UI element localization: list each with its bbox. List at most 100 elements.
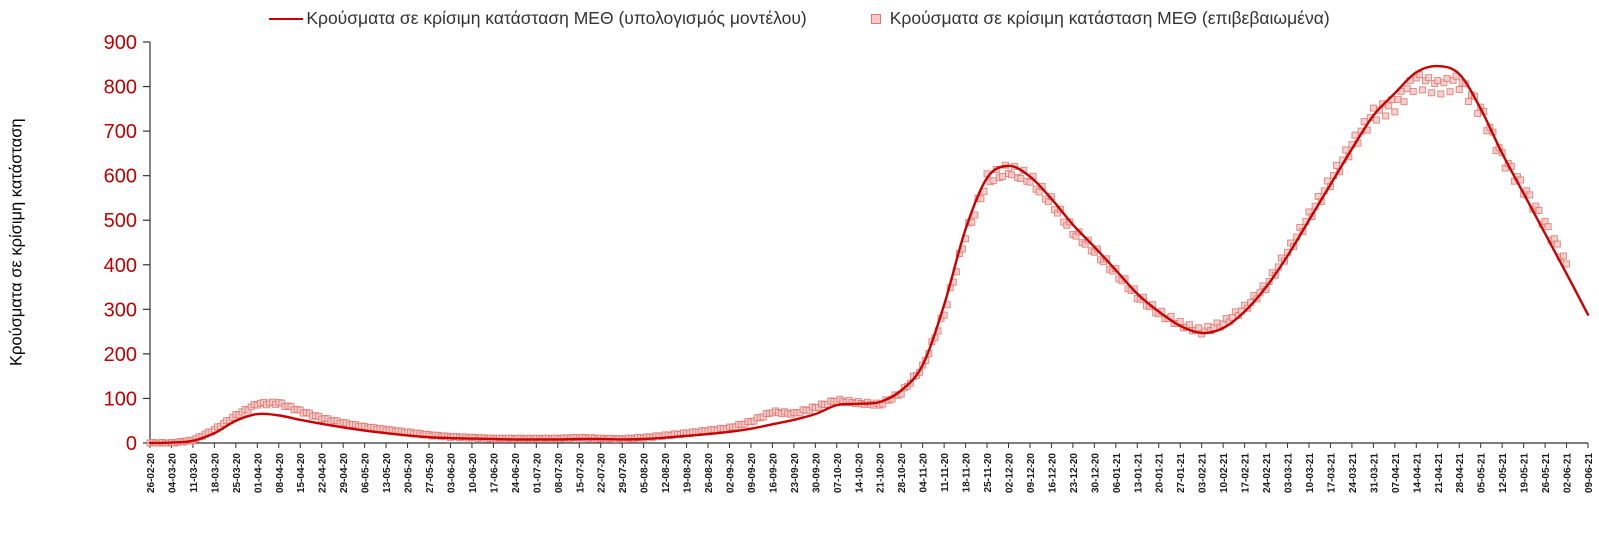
x-tick-label: 28-04-21 bbox=[1455, 453, 1466, 493]
confirmed-marker-swatch-icon bbox=[870, 13, 881, 24]
x-tick-label: 03-06-20 bbox=[446, 453, 457, 493]
x-tick-label: 21-04-21 bbox=[1434, 453, 1445, 493]
y-tick-label: 100 bbox=[104, 388, 137, 410]
y-tick-label: 300 bbox=[104, 299, 137, 321]
legend-item-confirmed: Κρούσματα σε κρίσιμη κατάσταση ΜΕΘ (επιβ… bbox=[870, 8, 1330, 29]
x-tick-label: 15-07-20 bbox=[575, 453, 586, 493]
confirmed-marker bbox=[1544, 223, 1552, 231]
x-tick-label: 02-09-20 bbox=[725, 453, 736, 493]
confirmed-marker bbox=[1391, 108, 1399, 116]
confirmed-marker bbox=[989, 177, 997, 185]
x-tick-label: 16-12-20 bbox=[1047, 453, 1058, 493]
confirmed-marker bbox=[1455, 85, 1463, 93]
y-tick-label: 0 bbox=[126, 433, 137, 455]
confirmed-marker bbox=[1535, 206, 1543, 214]
x-tick-label: 08-07-20 bbox=[554, 453, 565, 493]
x-tick-label: 03-03-21 bbox=[1284, 453, 1295, 493]
x-tick-label: 05-08-20 bbox=[640, 453, 651, 493]
x-tick-label: 21-10-20 bbox=[876, 453, 887, 493]
x-tick-label: 17-06-20 bbox=[489, 453, 500, 493]
confirmed-marker bbox=[1369, 104, 1377, 112]
x-tick-label: 11-03-20 bbox=[189, 453, 200, 493]
x-tick-label: 10-03-21 bbox=[1305, 453, 1316, 493]
x-tick-label: 24-06-20 bbox=[511, 453, 522, 493]
model-legend-label: Κρούσματα σε κρίσιμη κατάσταση ΜΕΘ (υπολ… bbox=[306, 8, 807, 28]
x-tick-label: 23-09-20 bbox=[790, 453, 801, 493]
confirmed-marker bbox=[1323, 177, 1331, 185]
confirmed-marker bbox=[1026, 178, 1034, 186]
x-tick-label: 02-12-20 bbox=[1005, 453, 1016, 493]
x-tick-label: 14-10-20 bbox=[854, 453, 865, 493]
x-tick-label: 18-03-20 bbox=[210, 453, 221, 493]
x-tick-label: 22-07-20 bbox=[597, 453, 608, 493]
confirmed-marker bbox=[1428, 89, 1436, 97]
y-tick-label: 400 bbox=[104, 255, 137, 277]
confirmed-marker bbox=[1452, 72, 1460, 80]
x-tick-label: 17-03-21 bbox=[1326, 453, 1337, 493]
confirmed-marker bbox=[1394, 95, 1402, 103]
x-tick-label: 29-04-20 bbox=[339, 453, 350, 493]
confirmed-marker bbox=[1526, 191, 1534, 199]
x-tick-label: 08-04-20 bbox=[275, 453, 286, 493]
x-tick-label: 15-04-20 bbox=[296, 453, 307, 493]
x-tick-label: 06-05-20 bbox=[361, 453, 372, 493]
confirmed-marker bbox=[1446, 88, 1454, 96]
x-tick-label: 20-01-21 bbox=[1155, 453, 1166, 493]
confirmed-marker bbox=[1437, 90, 1445, 98]
confirmed-marker bbox=[1382, 112, 1390, 120]
x-tick-label: 09-06-21 bbox=[1584, 453, 1595, 493]
x-tick-label: 13-01-21 bbox=[1133, 453, 1144, 493]
x-tick-label: 09-12-20 bbox=[1026, 453, 1037, 493]
y-tick-label: 900 bbox=[104, 32, 137, 54]
x-tick-label: 12-05-21 bbox=[1498, 453, 1509, 493]
x-tick-label: 06-01-21 bbox=[1112, 453, 1123, 493]
y-tick-label: 700 bbox=[104, 121, 137, 143]
confirmed-legend-label: Κρούσματα σε κρίσιμη κατάσταση ΜΕΘ (επιβ… bbox=[889, 8, 1330, 28]
confirmed-marker bbox=[1464, 97, 1472, 105]
x-tick-label: 07-10-20 bbox=[833, 453, 844, 493]
confirmed-marker bbox=[1195, 324, 1203, 332]
x-tick-label: 17-02-21 bbox=[1241, 453, 1252, 493]
x-tick-label: 05-05-21 bbox=[1477, 453, 1488, 493]
x-tick-label: 26-05-21 bbox=[1541, 453, 1552, 493]
x-tick-label: 07-04-21 bbox=[1391, 453, 1402, 493]
x-tick-label: 09-09-20 bbox=[747, 453, 758, 493]
confirmed-marker bbox=[971, 211, 979, 219]
x-tick-label: 23-12-20 bbox=[1069, 453, 1080, 493]
x-tick-label: 19-05-21 bbox=[1520, 453, 1531, 493]
confirmed-marker bbox=[1400, 98, 1408, 106]
x-tick-label: 04-03-20 bbox=[167, 453, 178, 493]
y-tick-label: 600 bbox=[104, 166, 137, 188]
y-tick-label: 800 bbox=[104, 77, 137, 99]
x-tick-label: 25-11-20 bbox=[983, 453, 994, 493]
model-line bbox=[148, 64, 1590, 445]
confirmed-marker bbox=[1434, 77, 1442, 85]
confirmed-marker bbox=[1443, 74, 1451, 82]
confirmed-marker bbox=[1559, 252, 1567, 260]
confirmed-marker bbox=[1425, 74, 1433, 82]
x-tick-label: 26-08-20 bbox=[704, 453, 715, 493]
x-tick-label: 27-01-21 bbox=[1176, 453, 1187, 493]
x-tick-label: 13-05-20 bbox=[382, 453, 393, 493]
x-tick-label: 27-05-20 bbox=[425, 453, 436, 493]
x-tick-label: 30-09-20 bbox=[811, 453, 822, 493]
confirmed-marker bbox=[1342, 146, 1350, 154]
x-tick-label: 12-08-20 bbox=[661, 453, 672, 493]
chart-legend: Κρούσματα σε κρίσιμη κατάσταση ΜΕΘ (υπολ… bbox=[0, 8, 1599, 29]
confirmed-marker bbox=[1372, 116, 1380, 124]
confirmed-marker bbox=[1418, 86, 1426, 94]
x-tick-label: 30-12-20 bbox=[1090, 453, 1101, 493]
y-tick-label: 500 bbox=[104, 210, 137, 232]
model-line-swatch-icon bbox=[269, 17, 304, 20]
x-tick-label: 10-02-21 bbox=[1219, 453, 1230, 493]
confirmed-markers bbox=[146, 71, 1571, 447]
x-tick-label: 22-04-20 bbox=[318, 453, 329, 493]
x-tick-label: 02-06-21 bbox=[1563, 453, 1574, 493]
confirmed-marker bbox=[1185, 321, 1193, 329]
x-tick-label: 28-10-20 bbox=[897, 453, 908, 493]
confirmed-marker bbox=[1360, 118, 1368, 126]
x-tick-label: 25-03-20 bbox=[232, 453, 243, 493]
x-tick-label: 19-08-20 bbox=[683, 453, 694, 493]
x-tick-label: 31-03-21 bbox=[1369, 453, 1380, 493]
